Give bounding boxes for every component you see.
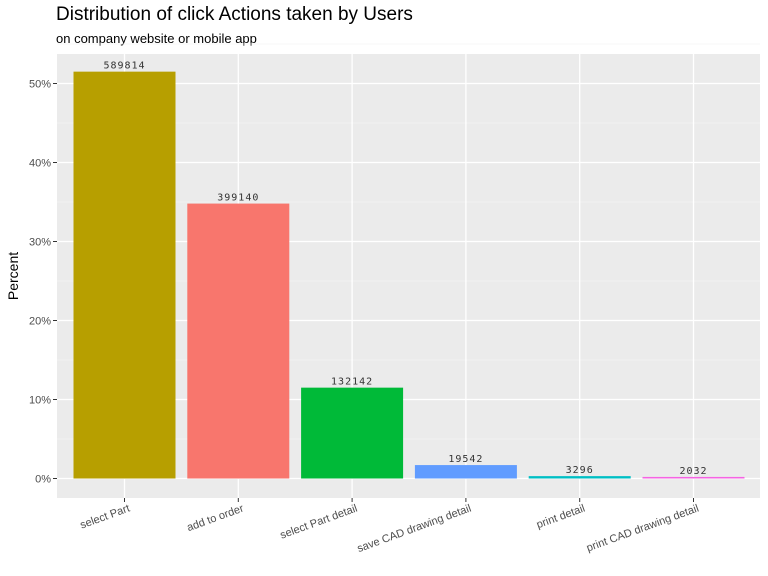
- bar-data-label: 19542: [448, 454, 483, 465]
- bar-data-label: 399140: [217, 193, 259, 204]
- bar-add-to-order: [187, 203, 290, 479]
- bar-save-cad-drawing-detail: [414, 465, 517, 479]
- x-tick-label: print detail: [535, 503, 587, 532]
- x-tick-label: save CAD drawing detail: [356, 503, 473, 555]
- bar-data-label: 132142: [331, 377, 373, 388]
- y-tick-label: 10%: [29, 395, 51, 407]
- x-tick-label: select Part: [79, 503, 132, 532]
- bar-print-detail: [528, 476, 631, 479]
- bar-print-cad-drawing-detail: [642, 476, 745, 479]
- bars: [73, 71, 745, 479]
- y-tick-label: 40%: [29, 158, 51, 170]
- x-axis: select Part add to order select Part detai…: [79, 498, 701, 555]
- bar-data-label: 589814: [103, 61, 145, 72]
- x-tick-label: print CAD drawing detail: [585, 503, 701, 555]
- bar-data-label: 3296: [566, 465, 594, 476]
- x-tick-label: add to order: [185, 502, 245, 534]
- x-tick-label: select Part detail: [279, 503, 360, 542]
- y-axis: 0% 10% 20% 30% 40% 50%: [29, 79, 57, 486]
- y-tick-label: 20%: [29, 316, 51, 328]
- y-tick-label: 30%: [29, 237, 51, 249]
- bar-select-part: [73, 71, 176, 479]
- data-labels: 589814 399140 132142 19542 3296 2032: [103, 61, 707, 477]
- chart-subtitle: on company website or mobile app: [56, 31, 257, 46]
- y-axis-label: Percent: [5, 252, 21, 300]
- bar-data-label: 2032: [679, 466, 707, 477]
- bar-select-part-detail: [301, 387, 404, 479]
- y-tick-label: 0%: [35, 474, 51, 486]
- y-tick-label: 50%: [29, 79, 51, 91]
- chart-title: Distribution of click Actions taken by U…: [56, 4, 413, 25]
